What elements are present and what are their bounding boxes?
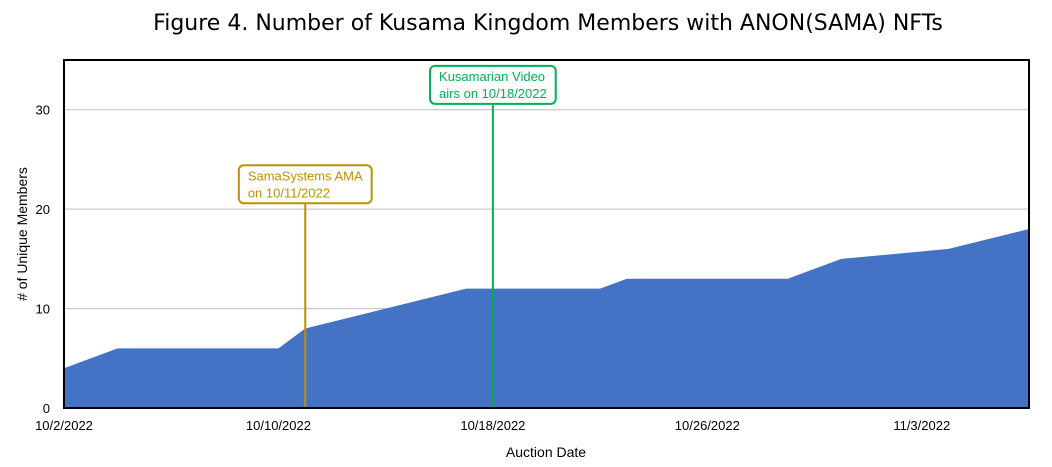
y-tick-label-10: 10 xyxy=(36,302,50,317)
y-axis-label: # of Unique Members xyxy=(14,167,30,301)
plot-frame xyxy=(63,59,1030,409)
chart-title: Figure 4. Number of Kusama Kingdom Membe… xyxy=(153,11,943,36)
x-axis-label: Auction Date xyxy=(506,444,586,460)
annotation-1-text-0: Kusamarian Video xyxy=(439,69,545,84)
x-axis-ticks: 10/2/2022 10/10/2022 10/18/2022 10/26/2022 1… xyxy=(35,418,950,433)
x-tick-label-2: 10/18/2022 xyxy=(460,418,525,433)
y-tick-label-20: 20 xyxy=(36,202,50,217)
y-tick-label-30: 30 xyxy=(36,103,50,118)
series-area-layer xyxy=(64,229,1029,408)
annotation-0-text-0: SamaSystems AMA xyxy=(248,168,363,183)
y-tick-label-0: 0 xyxy=(43,401,50,416)
x-tick-label-0: 10/2/2022 xyxy=(35,418,93,433)
annotations-layer: SamaSystems AMA on 10/11/2022 Kusamarian V… xyxy=(237,64,557,408)
annotation-0: SamaSystems AMA on 10/11/2022 xyxy=(237,164,373,408)
annotation-1: Kusamarian Video airs on 10/18/2022 xyxy=(429,64,557,408)
x-tick-label-3: 10/26/2022 xyxy=(675,418,740,433)
x-tick-label-1: 10/10/2022 xyxy=(246,418,311,433)
series-area-0 xyxy=(64,229,1029,408)
x-tick-label-4: 11/3/2022 xyxy=(893,418,950,433)
y-axis-ticks: 0 10 20 30 xyxy=(36,103,50,416)
annotation-1-text-1: airs on 10/18/2022 xyxy=(439,86,547,101)
annotation-0-text-1: on 10/11/2022 xyxy=(248,185,330,200)
